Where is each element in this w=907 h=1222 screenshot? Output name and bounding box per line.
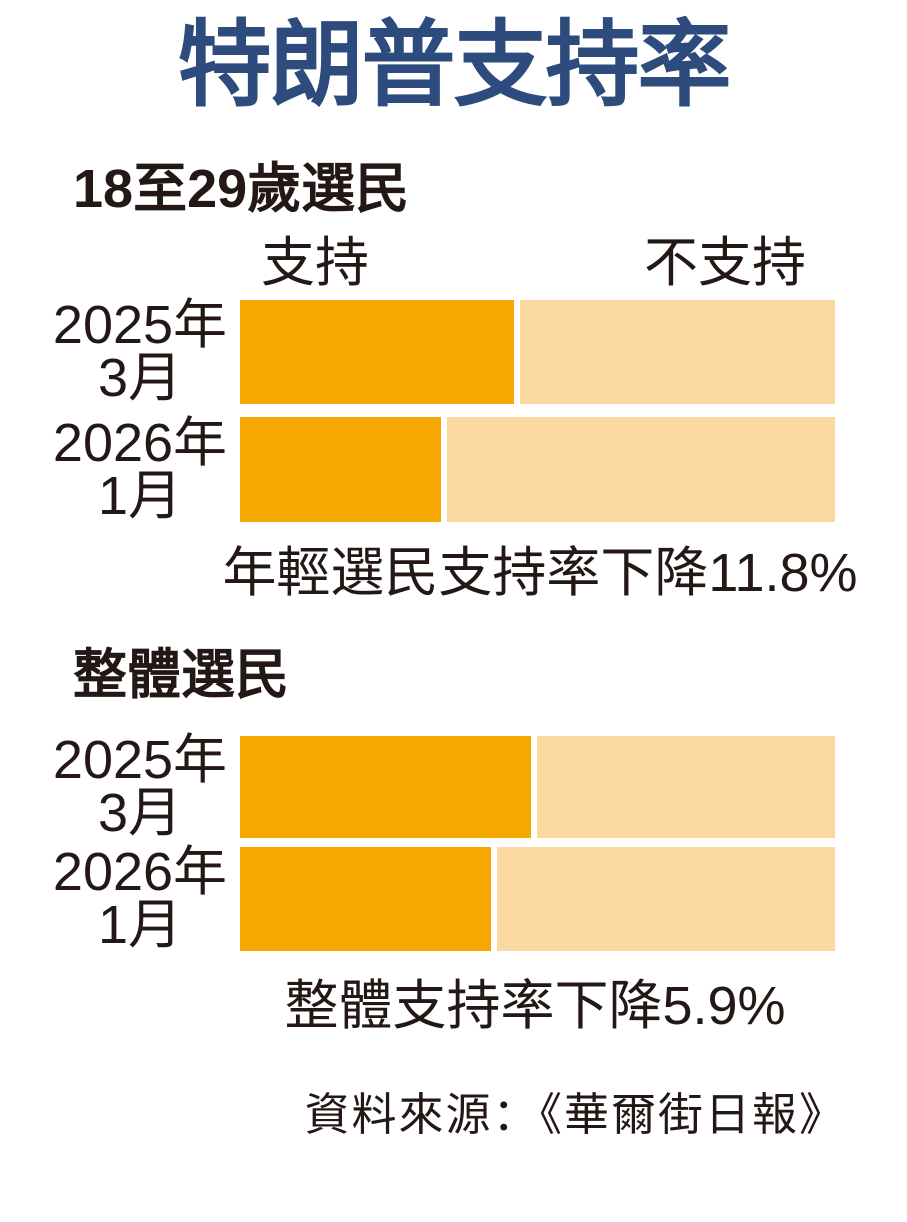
- oppose-bar-segment: [536, 736, 835, 838]
- stacked-bar: [240, 736, 835, 838]
- row-label-year: 2025年: [52, 295, 228, 355]
- row-label-young-2026-01: 2026年 1月: [40, 412, 240, 526]
- stacked-bar: [240, 417, 835, 522]
- row-label-overall-2025-03: 2025年 3月: [40, 730, 240, 843]
- bar-row-young-2026-01: 2026年 1月: [0, 412, 907, 526]
- legend-oppose-label: 不支持: [644, 233, 806, 293]
- section-heading-overall-voters: 整體選民: [73, 645, 289, 705]
- section-heading-young-voters: 18至29歲選民: [73, 159, 410, 219]
- caption-young-voters-drop: 年輕選民支持率下降11.8%: [222, 543, 858, 603]
- support-bar-segment: [240, 847, 492, 951]
- source-attribution: 資料來源：《華爾街日報》: [304, 1090, 846, 1140]
- support-bar-segment: [240, 417, 442, 522]
- row-label-year: 2026年: [52, 412, 228, 473]
- support-bar-segment: [240, 736, 531, 838]
- stacked-bar: [240, 300, 835, 404]
- oppose-bar-segment: [497, 847, 835, 951]
- row-label-month: 3月: [97, 348, 183, 408]
- oppose-bar-segment: [447, 417, 835, 522]
- caption-overall-drop: 整體支持率下降5.9%: [284, 976, 786, 1036]
- legend-support-label: 支持: [261, 233, 369, 293]
- row-label-month: 1月: [97, 895, 183, 955]
- row-label-year: 2026年: [52, 842, 228, 902]
- stacked-bar: [240, 847, 835, 951]
- support-bar-segment: [240, 300, 515, 404]
- row-label-young-2025-03: 2025年 3月: [40, 295, 240, 408]
- page-title: 特朗普支持率: [177, 12, 731, 117]
- oppose-bar-segment: [520, 300, 835, 404]
- row-label-year: 2025年: [52, 730, 228, 790]
- bar-row-overall-2026-01: 2026年 1月: [0, 842, 907, 955]
- bar-row-overall-2025-03: 2025年 3月: [0, 730, 907, 843]
- row-label-month: 1月: [97, 465, 183, 526]
- row-label-overall-2026-01: 2026年 1月: [40, 842, 240, 955]
- bar-row-young-2025-03: 2025年 3月: [0, 295, 907, 408]
- row-label-month: 3月: [97, 783, 183, 843]
